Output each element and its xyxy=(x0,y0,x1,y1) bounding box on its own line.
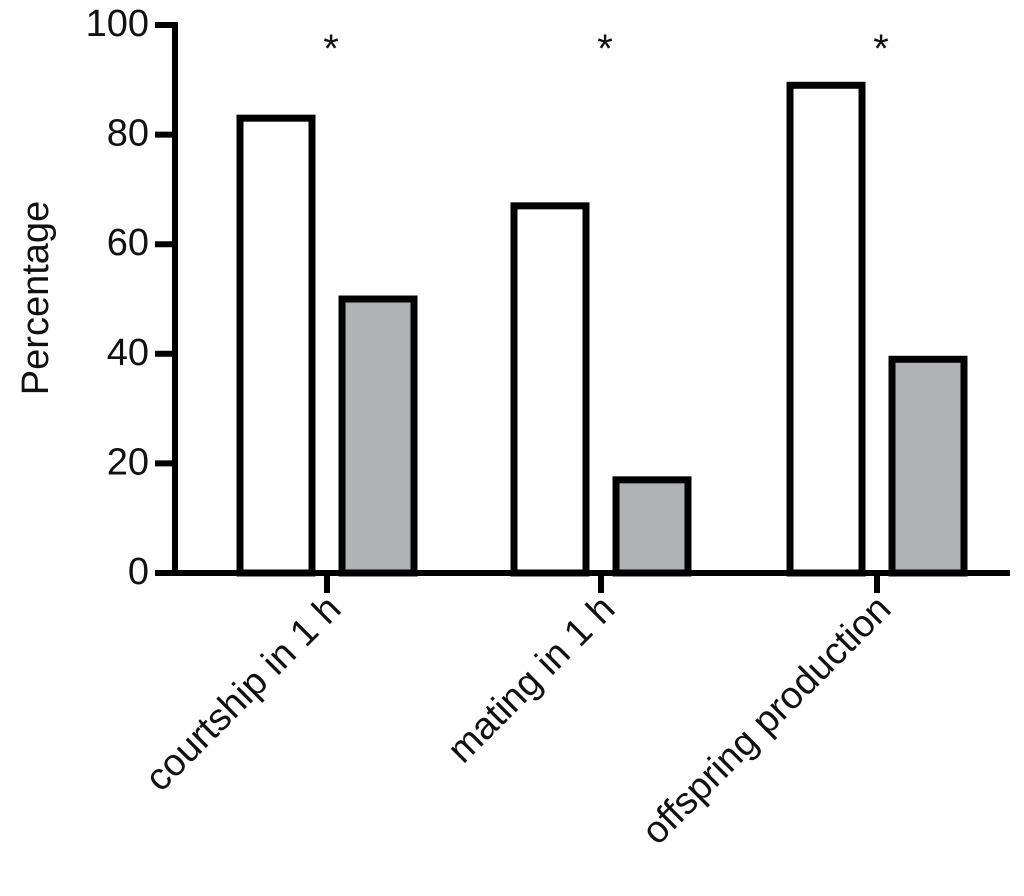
y-tick-label-4: 80 xyxy=(107,113,149,155)
axes-layer xyxy=(155,22,1010,593)
y-tick-label-1: 20 xyxy=(107,441,149,483)
x-category-label-1: mating in 1 h xyxy=(440,588,624,772)
labels-layer: 0 20 40 60 80 100 courtship in 1 h * mating in 1… xyxy=(86,3,900,853)
bar-series1-0 xyxy=(236,114,316,577)
x-category-label-0: courtship in 1 h xyxy=(137,588,349,800)
bars-layer xyxy=(236,81,968,577)
y-axis-label: Percentage xyxy=(15,201,57,395)
y-tick-label-3: 60 xyxy=(107,222,149,264)
significance-marker-2: * xyxy=(873,27,889,71)
y-tick-label-2: 40 xyxy=(107,332,149,374)
bar-series1-2 xyxy=(786,81,866,577)
y-tick-label-0: 0 xyxy=(128,551,149,593)
significance-marker-1: * xyxy=(597,27,613,71)
bar-series2-2 xyxy=(888,355,968,577)
x-category-label-2: offspring production xyxy=(634,588,899,853)
bar-series1-1 xyxy=(510,202,590,577)
bar-series2-1 xyxy=(612,476,692,577)
y-tick-label-5: 100 xyxy=(86,3,149,45)
significance-marker-0: * xyxy=(323,27,339,71)
bar-series2-0 xyxy=(338,295,418,577)
